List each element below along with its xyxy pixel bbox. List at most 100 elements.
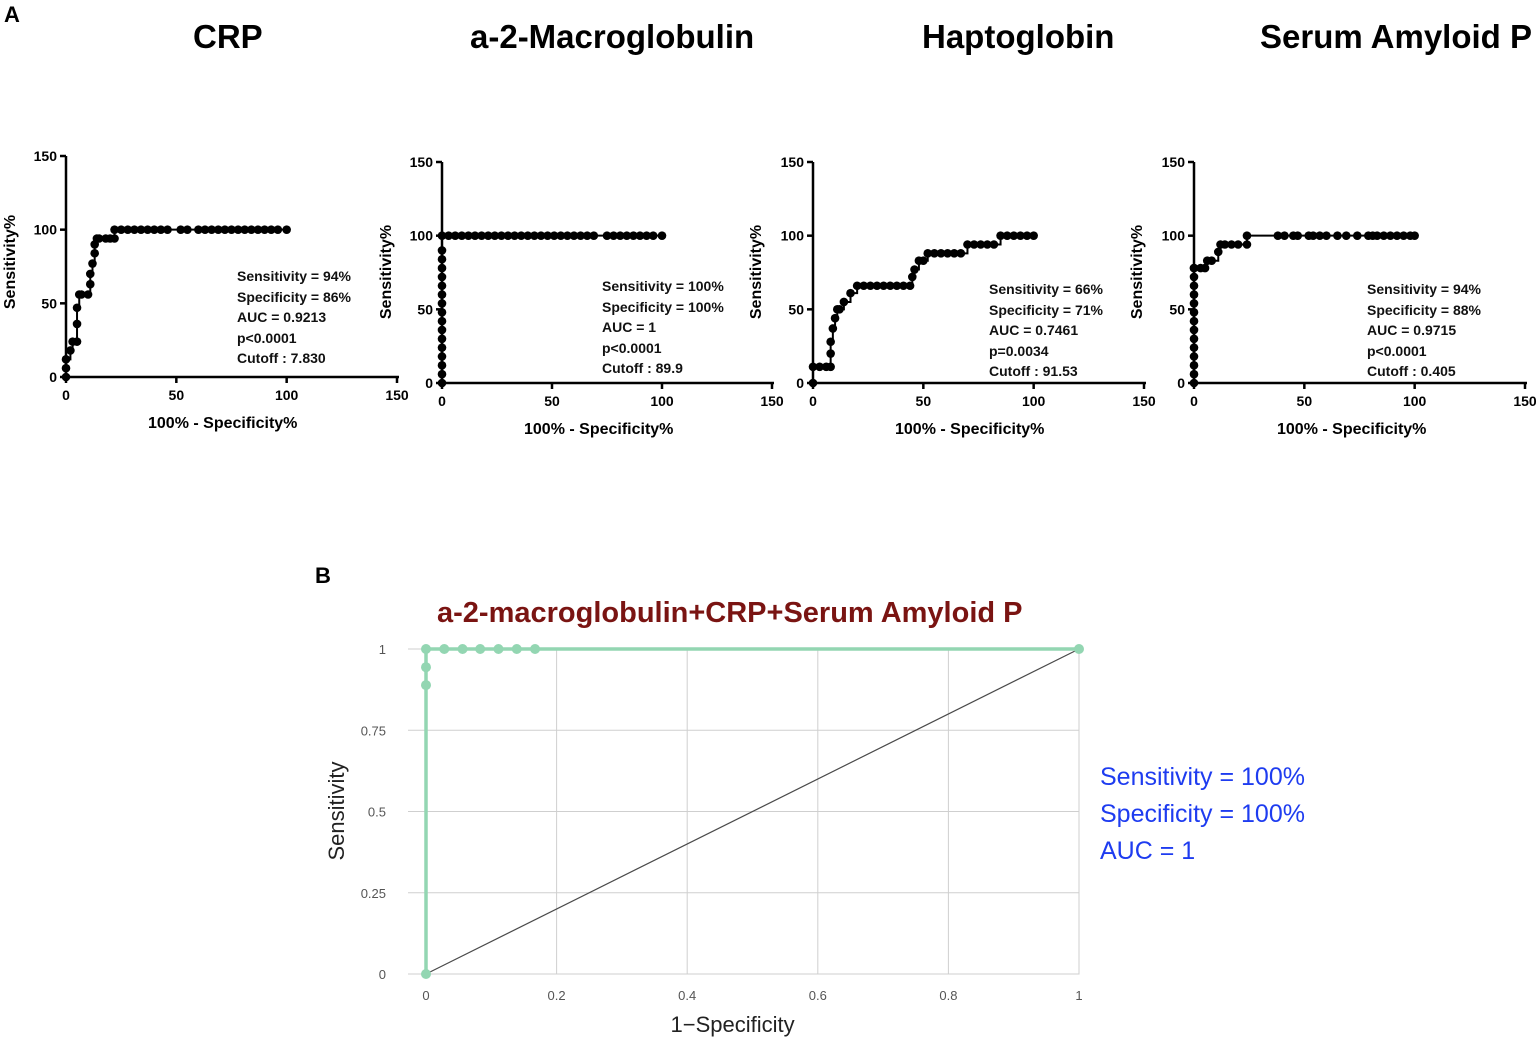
data-point [846,288,855,298]
data-point [1293,231,1303,240]
data-point [1189,325,1199,335]
data-point [582,231,592,240]
stats-crp: Sensitivity = 94% Specificity = 86% AUC … [237,266,351,369]
data-point [136,225,146,234]
stats-sap: Sensitivity = 94% Specificity = 88% AUC … [1367,279,1481,382]
data-point [72,319,82,329]
data-point [1189,281,1199,291]
data-point [437,231,447,240]
data-point [828,324,838,333]
data-point [1322,231,1331,240]
data-point [523,231,533,240]
data-point [450,231,460,240]
y-tick-label: 0 [379,967,386,982]
stat-line: Cutoff : 7.830 [237,350,326,366]
data-point [648,231,658,240]
y-tick-label: 100 [34,222,58,238]
data-point [77,290,86,299]
data-point [1273,231,1283,240]
data-point [908,272,917,282]
data-point [1410,231,1419,240]
data-point [1189,263,1199,273]
y-tick-label: 150 [410,154,434,170]
data-point [457,644,468,654]
data-point [61,363,71,373]
data-point [589,231,599,240]
data-point [969,240,979,249]
data-point [437,378,447,388]
y-tick-label: 150 [781,154,805,170]
data-point [536,231,546,240]
stat-line: Specificity = 86% [237,288,352,305]
data-point [511,644,522,654]
data-point [1189,334,1199,344]
x-tick-label: 0.8 [939,988,957,1003]
data-point [85,279,95,289]
data-point [563,231,572,240]
data-point [110,225,119,234]
data-point [576,231,585,240]
data-point [983,240,992,249]
data-point [808,362,818,372]
data-point [273,225,283,234]
stat-line: p<0.0001 [1367,342,1427,359]
x-axis-label: 1−Specificity [671,1012,795,1037]
x-axis-label: 100% - Specificity% [895,421,1044,438]
data-point [1341,231,1351,240]
data-point [657,231,667,240]
x-tick-label: 100 [1403,393,1427,409]
x-tick-label: 150 [1132,393,1156,409]
data-point [930,249,939,258]
data-point [830,313,840,323]
data-point [892,281,902,291]
data-point [116,225,126,234]
reference-line [425,648,1080,975]
chart-title-sap: Serum Amyloid P [1260,18,1533,55]
data-point [220,225,230,234]
data-point [1009,231,1019,240]
data-point [1352,231,1362,240]
data-point [85,269,95,279]
data-point [622,231,632,240]
data-point [437,263,447,273]
data-point [905,281,915,291]
y-tick-label: 100 [781,228,805,244]
data-point [1280,231,1289,240]
data-point [470,231,480,240]
data-point [996,231,1005,240]
data-point [1242,240,1252,249]
stat-line: p<0.0001 [602,339,662,356]
data-point [421,969,431,979]
data-point [437,272,447,282]
data-point [602,231,612,240]
y-tick-label: 0.75 [361,723,386,738]
y-tick-label: 0 [425,375,433,391]
y-tick-label: 50 [417,301,433,317]
data-point [899,281,908,291]
stat-line: AUC = 1 [602,319,657,335]
data-point [163,225,172,234]
data-point [1189,378,1199,388]
y-tick-label: 100 [410,228,434,244]
data-point [477,231,486,240]
y-axis-label: Sensitivity% [1129,225,1146,319]
data-point [464,231,473,240]
data-point [207,225,216,234]
data-point [866,281,875,291]
data-point [943,249,952,258]
x-tick-label: 0.4 [678,988,696,1003]
data-point [437,343,447,352]
x-tick-label: 150 [760,393,784,409]
data-point [213,225,223,234]
data-point [1022,231,1032,240]
data-point [156,225,166,234]
x-tick-label: 0 [809,393,817,409]
data-point [989,240,999,249]
data-point [437,254,447,264]
data-point [1315,231,1325,240]
stats-haptoglobin: Sensitivity = 66% Specificity = 71% AUC … [989,279,1103,382]
chart-title-combined: a-2-macroglobulin+CRP+Serum Amyloid P [437,597,1023,629]
data-point [110,234,119,243]
data-point [835,305,844,314]
